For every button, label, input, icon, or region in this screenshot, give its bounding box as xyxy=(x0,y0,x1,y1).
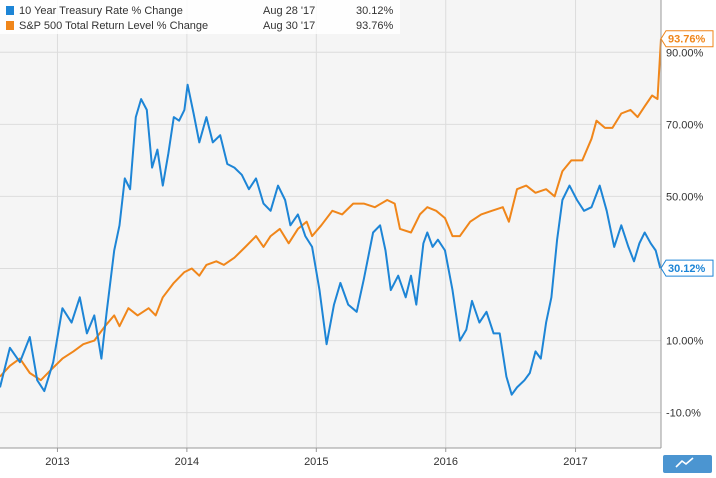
x-tick-label: 2016 xyxy=(434,456,458,468)
x-tick-label: 2015 xyxy=(304,456,328,468)
x-tick-label: 2014 xyxy=(175,456,199,468)
y-tick-label: 70.00% xyxy=(666,119,704,131)
end-label-value: 30.12% xyxy=(668,263,706,275)
legend-value: 30.12% xyxy=(356,5,394,17)
legend-date: Aug 28 '17 xyxy=(263,5,315,17)
series-line-sp500 xyxy=(0,38,662,382)
end-label-flag xyxy=(660,30,714,48)
series-layer xyxy=(0,38,662,396)
legend-value: 93.76% xyxy=(356,20,394,32)
y-tick-label: -10.0% xyxy=(666,408,701,420)
legend-swatch xyxy=(6,6,14,15)
x-tick-label: 2017 xyxy=(563,456,587,468)
legend-date: Aug 30 '17 xyxy=(263,20,315,32)
legend-swatch xyxy=(6,21,14,30)
y-tick-label: 10.00% xyxy=(666,336,704,348)
end-label-value: 93.76% xyxy=(668,34,706,46)
y-tick-label: 90.00% xyxy=(666,47,704,59)
grid xyxy=(0,0,661,448)
legend-background xyxy=(0,0,400,34)
end-labels: 30.12% 93.76% xyxy=(660,30,714,277)
axes: -10.0%10.00%30.00%50.00%70.00%90.00%2013… xyxy=(0,0,704,468)
end-label-flag xyxy=(660,259,714,277)
legend-series-name: 10 Year Treasury Rate % Change xyxy=(19,5,183,17)
legend-series-name: S&P 500 Total Return Level % Change xyxy=(19,20,208,32)
chart-icon xyxy=(675,457,694,468)
y-tick-label: 50.00% xyxy=(666,191,704,203)
plot-area xyxy=(0,0,661,448)
x-tick-label: 2013 xyxy=(45,456,69,468)
series-line-treasury xyxy=(0,83,662,396)
corner-button[interactable] xyxy=(663,455,712,473)
legend: 10 Year Treasury Rate % Change Aug 28 '17… xyxy=(0,0,400,34)
corner-button-bg[interactable] xyxy=(663,455,712,473)
